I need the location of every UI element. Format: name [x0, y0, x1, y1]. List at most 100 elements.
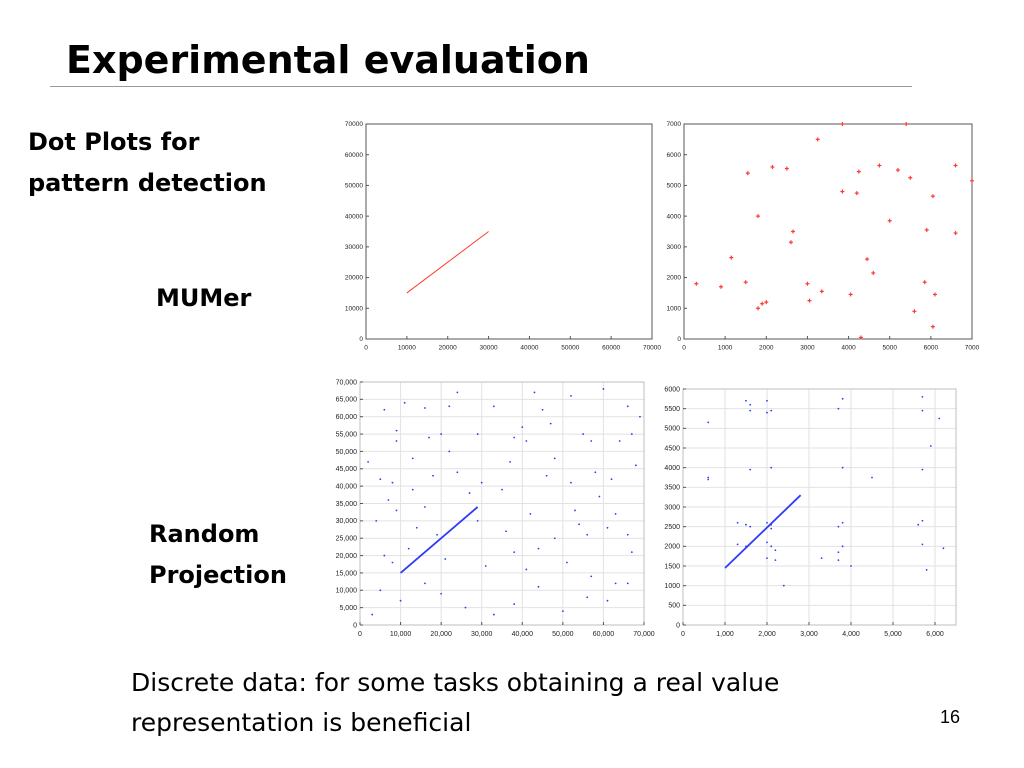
chart-2-xtick-label-6: 60,000 — [593, 631, 615, 638]
chart-2-point-27 — [594, 471, 597, 474]
chart-3-ytick-label-1: 500 — [668, 603, 680, 610]
chart-0-ytick-label-7: 70000 — [345, 121, 363, 128]
chart-3-point-22 — [770, 523, 773, 526]
chart-2-ytick-label-4: 20,000 — [336, 553, 358, 560]
chart-3-point-36 — [942, 547, 945, 550]
chart-1-point-23 — [865, 257, 870, 262]
chart-2-point-35 — [505, 530, 507, 533]
chart-3-point-19 — [745, 523, 747, 526]
chart-1-point-4 — [745, 171, 750, 176]
chart-0-ytick-label-0: 0 — [359, 336, 363, 343]
chart-2-point-24 — [509, 460, 512, 463]
chart-2-point-1 — [424, 407, 426, 409]
chart-1-frame — [683, 123, 973, 340]
chart-1-xtick-label-7: 7000 — [965, 345, 980, 352]
chart-1-point-3 — [743, 280, 748, 285]
chart-2-point-33 — [424, 506, 426, 508]
chart-1-xtick-label-5: 5000 — [882, 345, 897, 352]
dot-plots-label-line-1: Dot Plots for — [28, 128, 200, 156]
chart-2-point-83 — [525, 568, 528, 571]
chart-3-point-30 — [766, 541, 768, 544]
chart-0-ytick-label-5: 50000 — [345, 183, 363, 190]
chart-1-point-29 — [908, 175, 913, 180]
chart-1-xtick-label-6: 6000 — [924, 345, 939, 352]
chart-3-point-45 — [820, 557, 823, 560]
chart-3-point-11 — [938, 417, 941, 420]
chart-3-point-12 — [749, 468, 752, 471]
chart-2-ytick-label-6: 30,000 — [336, 518, 358, 525]
chart-3-point-18 — [736, 521, 739, 524]
caption: Discrete data: for some tasks obtaining … — [131, 663, 779, 743]
chart-2-point-11 — [476, 433, 479, 435]
chart-2-point-8 — [395, 440, 398, 442]
chart-2-xtick-label-1: 10,000 — [390, 631, 412, 638]
chart-2-point-56 — [440, 592, 443, 595]
chart-2-ytick-label-7: 35,000 — [336, 501, 358, 508]
chart-2-line-0 — [399, 506, 479, 574]
chart-2-point-57 — [464, 606, 467, 609]
chart-3-point-28 — [736, 543, 739, 546]
chart-1-ytick-label-6: 6000 — [667, 152, 682, 159]
chart-1-ytick-label-1: 1000 — [667, 305, 682, 312]
chart-2-point-53 — [379, 589, 382, 592]
chart-3-xtick-label-1: 1,000 — [716, 631, 734, 638]
chart-3-ytick-label-11: 5500 — [664, 406, 680, 413]
chart-2-point-78 — [598, 495, 601, 498]
chart-1-point-17 — [840, 122, 845, 126]
chart-1-point-11 — [788, 240, 793, 245]
chart-2-point-30 — [375, 519, 378, 522]
chart-2-ytick-label-9: 45,000 — [336, 466, 358, 473]
caption-line-1: Discrete data: for some tasks obtaining … — [131, 668, 780, 697]
chart-0-xtick-label-6: 60000 — [602, 345, 620, 352]
chart-3-xtick-label-5: 5,000 — [884, 631, 902, 638]
chart-2-point-41 — [626, 533, 629, 536]
chart-2-ytick-label-10: 50,000 — [336, 449, 358, 456]
mumer-dot-plot-right: 0 1000 2000 3000 4000 5000 6000 7000 0 1000 2000 30… — [667, 121, 980, 352]
chart-1-ytick-label-2: 2000 — [667, 275, 682, 282]
chart-2-point-18 — [379, 478, 382, 481]
chart-3-xtick-label-0: 0 — [681, 631, 685, 638]
chart-1-point-30 — [912, 309, 917, 314]
chart-2-xtick-label-3: 30,000 — [471, 631, 493, 638]
chart-2-point-55 — [424, 582, 426, 585]
chart-3-point-10 — [921, 409, 924, 412]
chart-3-point-6 — [766, 411, 768, 414]
chart-3-line-0 — [724, 494, 802, 569]
chart-1-point-6 — [756, 214, 761, 219]
chart-2-point-32 — [415, 526, 418, 529]
chart-3-point-44 — [929, 445, 932, 447]
chart-2-ytick-label-13: 65,000 — [336, 397, 358, 404]
chart-2-point-75 — [448, 450, 451, 453]
chart-1-ytick-label-7: 7000 — [667, 121, 682, 128]
chart-2-point-16 — [618, 440, 621, 442]
chart-3-ytick-label-0: 0 — [676, 622, 680, 629]
chart-3-point-26 — [921, 519, 924, 522]
chart-3-point-25 — [837, 525, 840, 528]
chart-2-point-4 — [541, 408, 544, 411]
chart-1-point-21 — [856, 169, 861, 174]
chart-2-point-14 — [582, 433, 585, 435]
chart-1-point-1 — [719, 284, 724, 289]
random-projection-label-line-2: Projection — [149, 561, 287, 589]
chart-3-ytick-label-3: 1500 — [664, 563, 680, 570]
chart-1-point-22 — [858, 335, 863, 340]
chart-2-point-71 — [403, 401, 406, 404]
chart-2-point-13 — [525, 440, 528, 442]
chart-1-point-2 — [729, 255, 734, 260]
chart-2-ytick-label-2: 10,000 — [336, 588, 358, 595]
chart-3-point-29 — [745, 545, 747, 548]
chart-2-point-62 — [586, 596, 589, 599]
chart-2-ytick-label-12: 60,000 — [336, 414, 358, 421]
chart-2-point-22 — [456, 471, 459, 474]
chart-1-point-20 — [854, 191, 859, 196]
chart-3-point-42 — [782, 584, 785, 587]
chart-2-point-9 — [440, 433, 443, 435]
chart-2-point-15 — [590, 440, 593, 442]
chart-3-point-38 — [774, 559, 777, 561]
chart-2-point-21 — [432, 474, 434, 477]
chart-2-point-52 — [630, 551, 633, 553]
chart-2-point-23 — [480, 481, 483, 484]
chart-3-ytick-label-9: 4500 — [664, 445, 680, 452]
chart-2-xtick-label-2: 20,000 — [430, 631, 452, 638]
chart-2-point-65 — [367, 460, 370, 463]
